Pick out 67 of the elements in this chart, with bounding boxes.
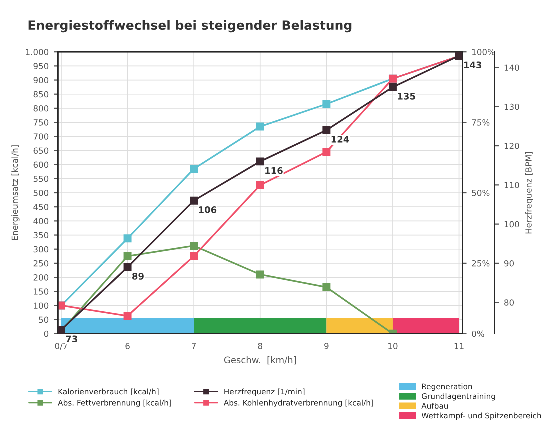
data-label: 106 xyxy=(199,206,217,214)
y-tick-label: 150 xyxy=(34,288,49,295)
y-tick-label: 400 xyxy=(34,218,49,224)
data-label: 135 xyxy=(398,93,416,100)
x-tick-label: 11 xyxy=(454,343,464,350)
y-tick-label: 500 xyxy=(34,190,49,196)
y-tick-label: 650 xyxy=(34,148,49,154)
y3-tick-label: 110 xyxy=(504,182,520,188)
point xyxy=(388,83,397,92)
point xyxy=(124,312,132,320)
point xyxy=(124,234,132,243)
y-axis-title: Energieumsatz [kcal/h] xyxy=(12,146,20,240)
point xyxy=(124,252,132,260)
y-tick-label: 950 xyxy=(34,63,49,70)
point xyxy=(322,100,331,108)
point xyxy=(256,181,264,190)
x-axis-title: Geschw. [km/h] xyxy=(224,356,296,365)
y-tick-label: 900 xyxy=(34,77,49,84)
y-tick-label: 250 xyxy=(34,260,49,267)
y-tick-label: 800 xyxy=(34,105,49,112)
x-tick-label: 7 xyxy=(192,343,196,350)
x-tick-label: 8 xyxy=(258,343,262,350)
point xyxy=(190,196,198,205)
data-label: 143 xyxy=(464,62,482,69)
x-tick-label: 6 xyxy=(126,343,130,350)
y3-tick-label: 120 xyxy=(504,143,520,150)
y-tick-label: 700 xyxy=(34,134,49,140)
y3-tick-label: 90 xyxy=(504,260,514,267)
y-tick-label: 300 xyxy=(34,246,49,253)
data-label: 124 xyxy=(332,136,350,143)
x-tick-label: 10 xyxy=(388,343,398,350)
y2-tick-label: 0% xyxy=(472,330,484,338)
y-tick-label: 100 xyxy=(34,302,49,310)
point xyxy=(124,263,132,272)
y3-tick-label: 80 xyxy=(504,300,514,306)
point xyxy=(256,158,264,166)
data-label: 73 xyxy=(66,336,78,343)
data-label: 89 xyxy=(132,273,144,280)
point xyxy=(256,270,264,279)
point xyxy=(322,283,331,292)
y3-tick-label: 140 xyxy=(504,64,520,72)
point xyxy=(256,122,264,131)
y-tick-label: 350 xyxy=(34,232,49,239)
y-tick-label: 200 xyxy=(34,274,49,281)
y-tick-label: 600 xyxy=(34,162,49,168)
y-tick-label: 50 xyxy=(39,316,49,324)
y3-axis-title: Herzfrequenz [BPM] xyxy=(525,152,534,234)
point xyxy=(322,126,331,134)
y3-tick-label: 130 xyxy=(504,104,520,110)
point xyxy=(190,165,198,174)
y-tick-label: 850 xyxy=(34,91,49,98)
y2-tick-label: 25% xyxy=(472,260,490,267)
y2-tick-label: 50% xyxy=(472,190,490,196)
chart-title: Energiestoffwechsel bei steigender Belastung xyxy=(28,20,352,33)
y-tick-label: 0 xyxy=(44,330,49,338)
y2-tick-label: 100% xyxy=(472,49,495,56)
point xyxy=(190,242,198,250)
point xyxy=(322,148,331,156)
point xyxy=(190,252,198,260)
y-tick-label: 450 xyxy=(34,204,49,210)
y-tick-label: 550 xyxy=(34,176,49,182)
y-tick-label: 750 xyxy=(34,120,49,126)
y2-tick-label: 75% xyxy=(472,120,490,126)
x-tick-label: 9 xyxy=(324,343,329,350)
y-tick-label: 1.000 xyxy=(26,49,49,56)
y3-tick-label: 100 xyxy=(504,221,520,228)
data-label: 116 xyxy=(266,167,283,174)
